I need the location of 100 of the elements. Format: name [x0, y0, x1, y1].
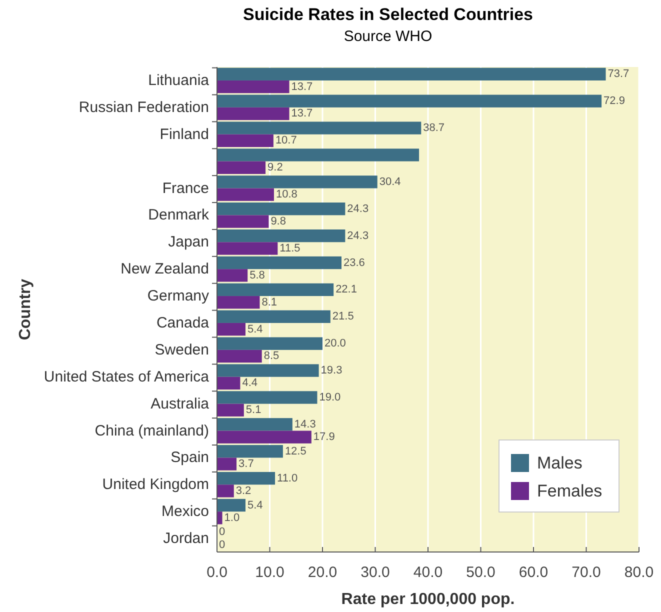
data-label: 13.7	[291, 108, 313, 120]
data-label: 8.5	[264, 350, 280, 362]
y-tick-label: Australia	[150, 395, 210, 412]
data-label: 0	[219, 538, 226, 551]
data-label: 5.8	[250, 269, 265, 282]
legend-label: Males	[537, 454, 582, 472]
data-label: 4.4	[242, 377, 258, 390]
bar	[217, 404, 244, 416]
legend-label: Females	[537, 482, 602, 500]
bar	[217, 458, 237, 470]
bar	[217, 94, 602, 108]
bar	[217, 202, 346, 216]
data-label: 22.1	[336, 284, 357, 296]
data-label: 30.4	[379, 176, 401, 188]
bar	[217, 269, 248, 282]
y-tick-label: Canada	[156, 314, 210, 332]
y-tick-label: Spain	[170, 449, 209, 466]
data-label: 11.0	[277, 472, 298, 484]
bar	[217, 445, 283, 458]
data-label: 5.4	[247, 499, 263, 512]
x-tick-label: 0.0	[206, 564, 228, 581]
data-label: 20.0	[324, 338, 346, 350]
y-tick-label: Sweden	[154, 341, 209, 358]
x-tick-label: 20.0	[308, 564, 338, 581]
y-tick-label: Lithuania	[148, 72, 210, 89]
bar	[217, 322, 246, 336]
data-label: 73.7	[608, 68, 630, 80]
bar	[217, 430, 312, 444]
bar	[217, 310, 330, 323]
y-axis-title: Country	[17, 278, 34, 340]
data-label: 8.1	[262, 296, 278, 308]
data-label: 12.5	[284, 445, 306, 458]
y-tick-label: Germany	[147, 288, 210, 305]
data-label: 17.9	[313, 431, 335, 444]
bar	[217, 215, 269, 228]
bar	[217, 229, 346, 242]
data-label: 10.7	[275, 134, 297, 147]
y-tick-label: United Kingdom	[102, 476, 209, 494]
bar	[217, 364, 319, 377]
bar	[217, 80, 290, 94]
data-label: 13.7	[291, 80, 313, 93]
bar	[217, 134, 274, 148]
bar	[217, 296, 260, 309]
data-label: 19.3	[320, 364, 342, 377]
x-axis-title: Rate per 1000,000 pop.	[341, 591, 515, 608]
x-tick-label: 60.0	[518, 564, 548, 581]
data-label: 24.3	[347, 202, 369, 215]
data-label: 5.1	[246, 404, 262, 416]
y-tick-label: Denmark	[148, 206, 210, 224]
bar	[217, 176, 378, 188]
data-label: 5.4	[247, 323, 263, 336]
y-tick-label: United States of America	[44, 368, 210, 386]
bar	[217, 484, 234, 498]
bar	[217, 337, 322, 350]
bar	[217, 122, 422, 134]
data-label: 23.6	[343, 256, 365, 269]
y-tick-label: Mexico	[161, 503, 209, 520]
bar	[217, 68, 606, 80]
bar	[217, 256, 342, 270]
bar	[217, 188, 274, 201]
bar	[217, 107, 290, 120]
data-label: 24.3	[347, 230, 369, 242]
bar	[217, 376, 240, 390]
data-label: 1.0	[224, 512, 240, 524]
y-tick-label: New Zealand	[120, 260, 209, 278]
bar	[217, 148, 420, 162]
data-label: 9.8	[270, 216, 286, 228]
x-tick-label: 40.0	[413, 564, 443, 581]
y-tick-label: China (mainland)	[94, 422, 209, 440]
data-label: 9.2	[268, 162, 283, 174]
y-tick-label: Jordan	[163, 530, 209, 548]
bar	[217, 418, 292, 431]
x-tick-label: 30.0	[360, 564, 390, 581]
data-label: 38.7	[423, 122, 445, 134]
data-label: 0	[219, 526, 226, 538]
bar	[217, 498, 246, 512]
x-tick-label: 50.0	[466, 564, 496, 581]
data-label: 3.7	[238, 458, 254, 470]
data-label: 72.9	[604, 95, 625, 108]
data-label: 3.2	[236, 484, 252, 497]
bar	[217, 391, 318, 404]
data-label: 21.5	[332, 310, 354, 323]
data-label: 10.8	[276, 188, 298, 201]
bar	[217, 161, 266, 174]
y-tick-label: Finland	[160, 126, 209, 143]
x-tick-label: 10.0	[255, 564, 284, 581]
bar	[217, 512, 222, 524]
y-tick-label: Japan	[168, 234, 209, 251]
data-label: 11.5	[280, 242, 300, 254]
x-tick-label: 80.0	[624, 564, 654, 581]
data-label: 19.0	[319, 391, 341, 404]
data-label: 14.3	[294, 418, 316, 430]
y-tick-label: France	[162, 180, 209, 197]
bar	[217, 242, 278, 255]
x-tick-label: 70.0	[572, 564, 601, 581]
y-tick-label: Russian Federation	[78, 98, 209, 116]
bar	[217, 283, 334, 296]
bar	[217, 350, 262, 363]
bar	[217, 472, 276, 485]
chart-subtitle: Source WHO	[344, 28, 432, 45]
